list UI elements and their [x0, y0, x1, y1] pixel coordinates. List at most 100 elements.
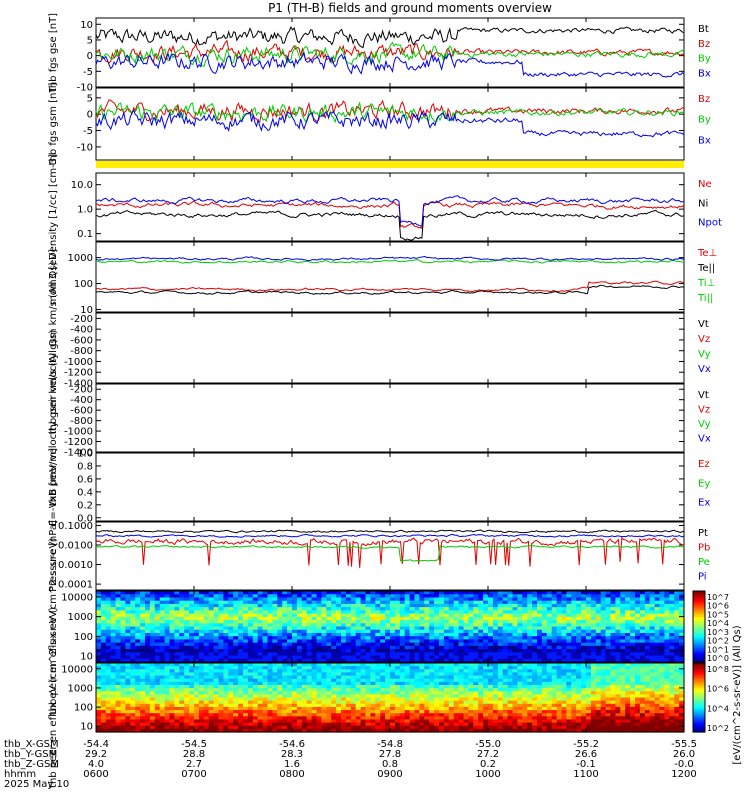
legend-vt: Vt — [698, 390, 709, 401]
y-tick-label: 0.8 — [77, 461, 93, 472]
y-tick-label: -1200 — [64, 368, 93, 379]
series-pb — [96, 538, 684, 568]
series-line-green — [96, 260, 684, 264]
legend-vy: Vy — [698, 349, 711, 360]
y-tick-label: 100 — [74, 632, 93, 643]
series-bt — [96, 27, 684, 47]
legend-vx: Vx — [698, 364, 711, 375]
y-tick-label: -200 — [70, 314, 93, 325]
series-ni — [96, 211, 684, 241]
y-tick-label: 0.1000 — [58, 521, 93, 532]
y-tick-label: -600 — [70, 335, 93, 346]
legend-vx: Vx — [698, 434, 711, 445]
y-tick-label: -400 — [70, 395, 93, 406]
legend-bx: Bx — [698, 68, 711, 79]
y-tick-label: -5 — [83, 126, 93, 137]
y-tick-label: 1000 — [68, 612, 93, 623]
panel-frame — [96, 453, 684, 521]
colorbar-tick-label: 10^2 — [707, 637, 729, 646]
legend-pt: Pt — [698, 528, 708, 539]
legend-by: By — [698, 115, 711, 126]
y-tick-label: 0.1 — [77, 229, 93, 240]
y-tick-label: 10000 — [61, 592, 93, 603]
plot-title: P1 (TH-B) fields and ground moments over… — [268, 1, 552, 15]
legend-ti: Ti⊥ — [697, 278, 715, 289]
colorbar-tick-label: 10^1 — [707, 645, 729, 654]
legend-ni: Ni — [698, 198, 708, 209]
legend-bt: Bt — [698, 24, 709, 35]
colorbar-tick-label: 10^3 — [707, 628, 729, 637]
legend-bx: Bx — [698, 135, 711, 146]
series-pe — [96, 545, 684, 561]
legend-vz: Vz — [698, 405, 710, 416]
panel-2: 5 0 -5 -10 thb fgs gsm [nT] Bz By Bx — [48, 83, 711, 166]
y-axis-label: thb fgs gsm [nT] — [48, 83, 59, 166]
series-by — [96, 43, 684, 67]
y-tick-label: -1000 — [64, 357, 93, 368]
colorbar-tick-label: 10^6 — [707, 602, 729, 611]
y-tick-label: 0 — [87, 51, 93, 62]
colorbar-tick-label: 10^0 — [707, 654, 729, 663]
legend-ti: Ti|| — [697, 293, 713, 304]
legend-ne: Ne — [698, 179, 712, 190]
y-tick-label: 0.4 — [77, 487, 93, 498]
series-bx — [96, 53, 684, 77]
series-pi — [96, 534, 684, 537]
panel-frame — [96, 384, 684, 452]
y-axis-label: thb fgs gse [nT] — [48, 13, 59, 92]
legend-pb: Pb — [698, 543, 710, 554]
y-tick-label: 10.0 — [71, 180, 93, 191]
y-tick-label: -1200 — [64, 437, 93, 448]
legend-npot: Npot — [698, 218, 722, 229]
y-tick-label: -600 — [70, 406, 93, 417]
y-tick-label: -800 — [70, 416, 93, 427]
y-tick-label: 0.0010 — [58, 560, 93, 571]
y-tick-label: -10 — [77, 83, 93, 94]
legend-ey: Ey — [698, 478, 710, 489]
y-tick-label: -400 — [70, 325, 93, 336]
y-tick-label: 1.0 — [77, 449, 93, 460]
legend-pe: Pe — [698, 557, 710, 568]
y-tick-label: 0.0001 — [58, 580, 93, 591]
y-tick-label: 5 — [87, 93, 93, 104]
y-tick-label: 0.6 — [77, 474, 93, 485]
legend-te: Te|| — [697, 263, 715, 274]
legend-te: Te⊥ — [697, 248, 717, 259]
colorbar-tick-label: 10^7 — [707, 593, 729, 602]
legend-bz: Bz — [698, 94, 710, 105]
y-tick-label: 10 — [80, 20, 93, 31]
legend-vz: Vz — [698, 334, 710, 345]
y-tick-label: 1.0 — [77, 205, 93, 216]
y-tick-label: -200 — [70, 385, 93, 396]
legend-ez: Ez — [698, 459, 710, 470]
colorbar-tick-label: 10^4 — [707, 619, 729, 628]
series-line-blue — [96, 257, 684, 261]
colorbar-tick-label: 10^5 — [707, 610, 729, 619]
legend-ex: Ex — [698, 498, 710, 509]
series-pt — [96, 530, 684, 533]
y-tick-label: -1000 — [64, 427, 93, 438]
legend-bz: Bz — [698, 39, 710, 50]
series-npot — [96, 196, 684, 226]
y-tick-label: 0 — [87, 110, 93, 121]
y-tick-label: -10 — [77, 142, 93, 153]
panel-frame — [96, 242, 684, 312]
y-axis-label: Density [1/cc] [cm-3] — [48, 154, 59, 260]
panel-3: 10.0 1.0 0.1 Density [1/cc] [cm-3] Ne Ni Npot — [48, 154, 722, 260]
y-tick-label: 0.0100 — [58, 541, 93, 552]
legend-vy: Vy — [698, 419, 711, 430]
y-tick-label: -5 — [83, 67, 93, 78]
legend-vt: Vt — [698, 319, 709, 330]
series-line-red — [96, 281, 684, 292]
legend-by: By — [698, 54, 711, 65]
y-tick-label: -800 — [70, 346, 93, 357]
